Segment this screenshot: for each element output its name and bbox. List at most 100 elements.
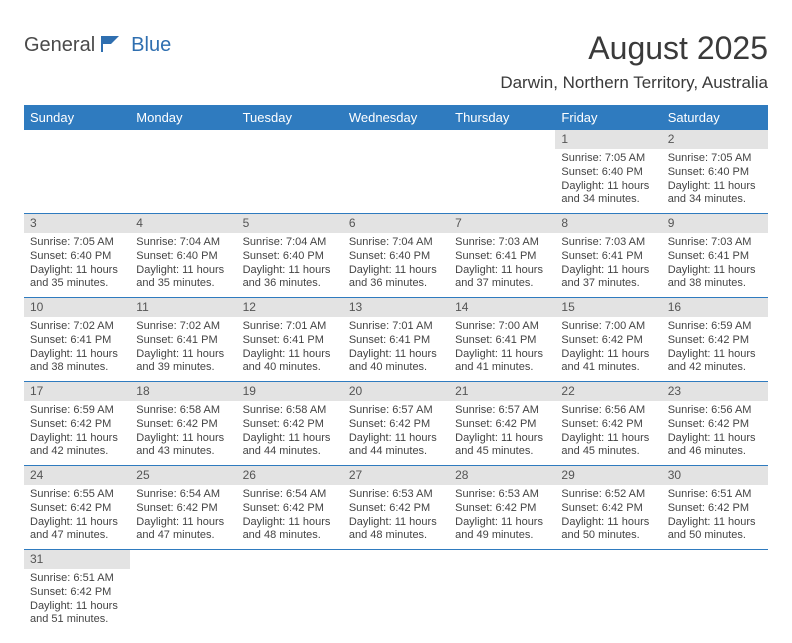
day-day2: and 35 minutes. (30, 277, 124, 291)
calendar-week: 3Sunrise: 7:05 AMSunset: 6:40 PMDaylight… (24, 214, 768, 298)
calendar-cell: 10Sunrise: 7:02 AMSunset: 6:41 PMDayligh… (24, 298, 130, 382)
day-day2: and 47 minutes. (30, 529, 124, 543)
day-number: 10 (24, 298, 130, 317)
day-number: 27 (343, 466, 449, 485)
day-number-empty (662, 550, 768, 569)
calendar-cell: 16Sunrise: 6:59 AMSunset: 6:42 PMDayligh… (662, 298, 768, 382)
calendar-cell (130, 130, 236, 214)
day-sunset: Sunset: 6:41 PM (668, 250, 762, 264)
day-day2: and 42 minutes. (668, 361, 762, 375)
day-sunset: Sunset: 6:42 PM (243, 502, 337, 516)
day-body: Sunrise: 7:05 AMSunset: 6:40 PMDaylight:… (662, 149, 768, 213)
day-number: 12 (237, 298, 343, 317)
day-number: 7 (449, 214, 555, 233)
day-day2: and 48 minutes. (243, 529, 337, 543)
day-body: Sunrise: 7:04 AMSunset: 6:40 PMDaylight:… (130, 233, 236, 297)
calendar-cell: 11Sunrise: 7:02 AMSunset: 6:41 PMDayligh… (130, 298, 236, 382)
day-day1: Daylight: 11 hours (30, 600, 124, 614)
day-day2: and 40 minutes. (349, 361, 443, 375)
calendar-cell: 29Sunrise: 6:52 AMSunset: 6:42 PMDayligh… (555, 466, 661, 550)
day-sunrise: Sunrise: 7:05 AM (30, 236, 124, 250)
calendar-week: 24Sunrise: 6:55 AMSunset: 6:42 PMDayligh… (24, 466, 768, 550)
calendar-cell: 21Sunrise: 6:57 AMSunset: 6:42 PMDayligh… (449, 382, 555, 466)
logo-text-blue: Blue (131, 34, 171, 57)
day-body-empty (343, 569, 449, 627)
calendar-cell: 18Sunrise: 6:58 AMSunset: 6:42 PMDayligh… (130, 382, 236, 466)
calendar-week: 10Sunrise: 7:02 AMSunset: 6:41 PMDayligh… (24, 298, 768, 382)
day-body-empty (237, 149, 343, 207)
day-sunrise: Sunrise: 6:59 AM (668, 320, 762, 334)
day-sunset: Sunset: 6:40 PM (243, 250, 337, 264)
calendar-cell: 20Sunrise: 6:57 AMSunset: 6:42 PMDayligh… (343, 382, 449, 466)
calendar-cell (24, 130, 130, 214)
day-sunset: Sunset: 6:42 PM (455, 418, 549, 432)
day-body: Sunrise: 7:05 AMSunset: 6:40 PMDaylight:… (24, 233, 130, 297)
day-sunset: Sunset: 6:42 PM (561, 418, 655, 432)
day-number: 15 (555, 298, 661, 317)
day-sunset: Sunset: 6:40 PM (136, 250, 230, 264)
day-day2: and 50 minutes. (668, 529, 762, 543)
day-number: 5 (237, 214, 343, 233)
day-day2: and 40 minutes. (243, 361, 337, 375)
day-sunset: Sunset: 6:42 PM (668, 502, 762, 516)
calendar-cell (555, 550, 661, 634)
day-body: Sunrise: 6:58 AMSunset: 6:42 PMDaylight:… (237, 401, 343, 465)
day-day1: Daylight: 11 hours (243, 516, 337, 530)
day-number: 11 (130, 298, 236, 317)
day-sunrise: Sunrise: 7:03 AM (668, 236, 762, 250)
calendar-cell: 5Sunrise: 7:04 AMSunset: 6:40 PMDaylight… (237, 214, 343, 298)
day-day2: and 37 minutes. (561, 277, 655, 291)
day-day1: Daylight: 11 hours (243, 264, 337, 278)
day-number: 20 (343, 382, 449, 401)
month-title: August 2025 (500, 30, 768, 67)
calendar-cell: 28Sunrise: 6:53 AMSunset: 6:42 PMDayligh… (449, 466, 555, 550)
day-sunset: Sunset: 6:42 PM (349, 418, 443, 432)
calendar-cell (662, 550, 768, 634)
day-day2: and 36 minutes. (243, 277, 337, 291)
day-sunrise: Sunrise: 7:01 AM (243, 320, 337, 334)
calendar-cell (237, 130, 343, 214)
day-number: 26 (237, 466, 343, 485)
day-body: Sunrise: 7:00 AMSunset: 6:41 PMDaylight:… (449, 317, 555, 381)
day-sunset: Sunset: 6:40 PM (30, 250, 124, 264)
day-body-empty (343, 149, 449, 207)
day-body: Sunrise: 6:59 AMSunset: 6:42 PMDaylight:… (24, 401, 130, 465)
day-sunrise: Sunrise: 7:04 AM (349, 236, 443, 250)
calendar-cell: 15Sunrise: 7:00 AMSunset: 6:42 PMDayligh… (555, 298, 661, 382)
day-body: Sunrise: 7:01 AMSunset: 6:41 PMDaylight:… (343, 317, 449, 381)
calendar-cell: 9Sunrise: 7:03 AMSunset: 6:41 PMDaylight… (662, 214, 768, 298)
flag-icon (101, 34, 127, 57)
day-day2: and 41 minutes. (455, 361, 549, 375)
day-sunrise: Sunrise: 6:57 AM (349, 404, 443, 418)
day-day2: and 36 minutes. (349, 277, 443, 291)
day-day1: Daylight: 11 hours (561, 180, 655, 194)
day-number: 29 (555, 466, 661, 485)
day-header: Sunday (24, 105, 130, 130)
day-day1: Daylight: 11 hours (455, 264, 549, 278)
location: Darwin, Northern Territory, Australia (500, 73, 768, 93)
day-day1: Daylight: 11 hours (455, 432, 549, 446)
day-sunrise: Sunrise: 6:53 AM (455, 488, 549, 502)
day-number-empty (555, 550, 661, 569)
day-sunrise: Sunrise: 7:03 AM (455, 236, 549, 250)
day-sunrise: Sunrise: 7:03 AM (561, 236, 655, 250)
day-day2: and 51 minutes. (30, 613, 124, 627)
calendar-cell: 22Sunrise: 6:56 AMSunset: 6:42 PMDayligh… (555, 382, 661, 466)
logo-text-general: General (24, 34, 95, 57)
day-day1: Daylight: 11 hours (668, 348, 762, 362)
title-block: August 2025 Darwin, Northern Territory, … (500, 30, 768, 93)
day-body-empty (24, 149, 130, 207)
day-body: Sunrise: 6:51 AMSunset: 6:42 PMDaylight:… (662, 485, 768, 549)
day-body-empty (130, 569, 236, 627)
calendar-cell: 24Sunrise: 6:55 AMSunset: 6:42 PMDayligh… (24, 466, 130, 550)
day-day1: Daylight: 11 hours (668, 180, 762, 194)
day-number-empty (130, 130, 236, 149)
day-day1: Daylight: 11 hours (30, 432, 124, 446)
day-number: 3 (24, 214, 130, 233)
day-number-empty (237, 130, 343, 149)
day-body: Sunrise: 6:58 AMSunset: 6:42 PMDaylight:… (130, 401, 236, 465)
day-sunset: Sunset: 6:42 PM (455, 502, 549, 516)
day-day1: Daylight: 11 hours (455, 348, 549, 362)
calendar-cell (449, 130, 555, 214)
day-body: Sunrise: 7:03 AMSunset: 6:41 PMDaylight:… (555, 233, 661, 297)
